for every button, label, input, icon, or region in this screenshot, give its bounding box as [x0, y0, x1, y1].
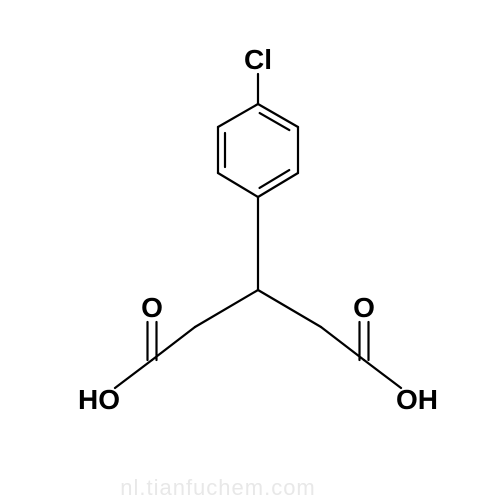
atom-label-Cl: Cl	[244, 44, 272, 76]
atom-label-O2L: HO	[78, 384, 120, 416]
atom-label-O1L: O	[141, 292, 163, 324]
chemical-structure-diagram: Cl O O HO OH nl.tianfuchem.com	[0, 0, 500, 500]
watermark-text: nl.tianfuchem.com	[120, 475, 316, 501]
atom-label-O2R: OH	[396, 384, 438, 416]
atom-label-O1R: O	[353, 292, 375, 324]
